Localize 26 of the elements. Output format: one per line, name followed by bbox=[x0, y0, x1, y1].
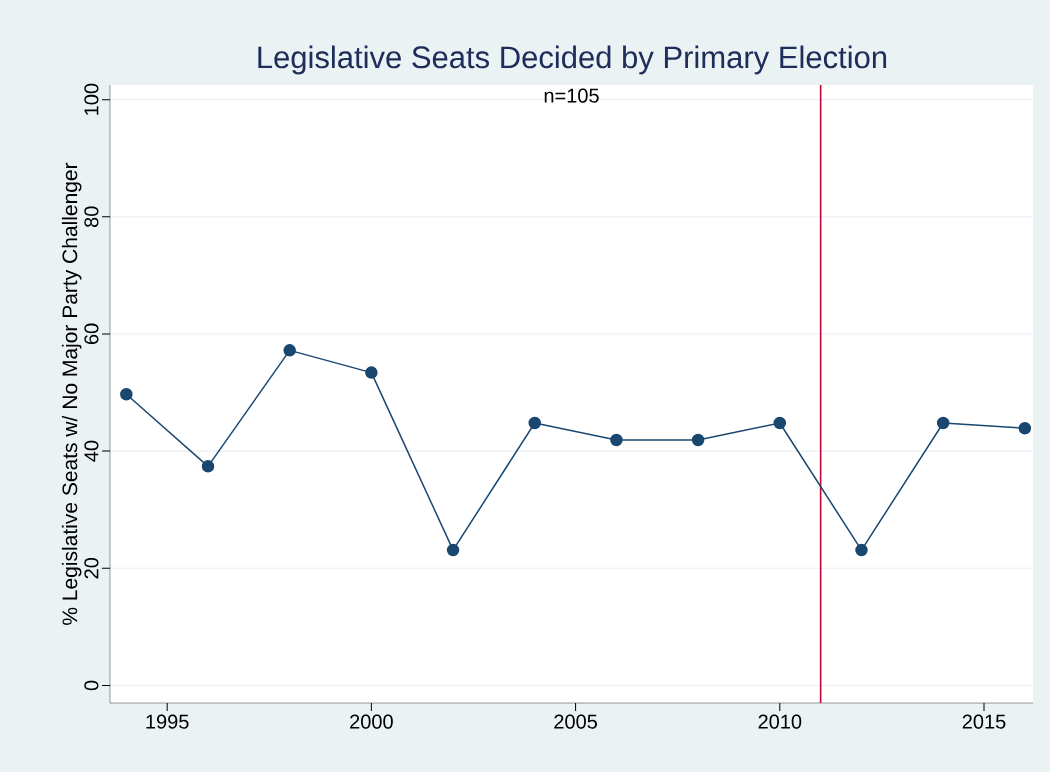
point bbox=[365, 366, 378, 379]
point bbox=[120, 388, 133, 401]
chart-title: Legislative Seats Decided by Primary Election bbox=[258, 45, 887, 75]
y-tick-label: 20 bbox=[84, 557, 99, 579]
y-tick-label: 40 bbox=[84, 440, 99, 462]
y-tick-label: 0 bbox=[84, 680, 99, 691]
chart-subtitle: n=105 bbox=[544, 88, 599, 103]
y-tick-label: 60 bbox=[84, 323, 99, 345]
x-tick-label: 1995 bbox=[146, 714, 189, 729]
y-tick-label: 100 bbox=[84, 83, 99, 115]
point bbox=[610, 433, 623, 447]
point bbox=[855, 543, 868, 557]
x-tick-label: 2010 bbox=[758, 714, 802, 729]
x-tick-label: 2015 bbox=[962, 714, 1006, 729]
point bbox=[936, 416, 950, 430]
x-tick-label: 2000 bbox=[350, 714, 393, 729]
x-tick-label: 2005 bbox=[554, 714, 597, 729]
y-axis-title: % Legislative Seats w/ No Major Party Challenger bbox=[61, 162, 82, 625]
point bbox=[773, 416, 787, 430]
point bbox=[283, 344, 296, 357]
point bbox=[528, 416, 541, 430]
y-tick-label: 80 bbox=[84, 206, 99, 228]
point bbox=[691, 433, 705, 447]
point bbox=[1018, 422, 1032, 435]
point bbox=[446, 543, 460, 557]
point bbox=[201, 460, 215, 473]
